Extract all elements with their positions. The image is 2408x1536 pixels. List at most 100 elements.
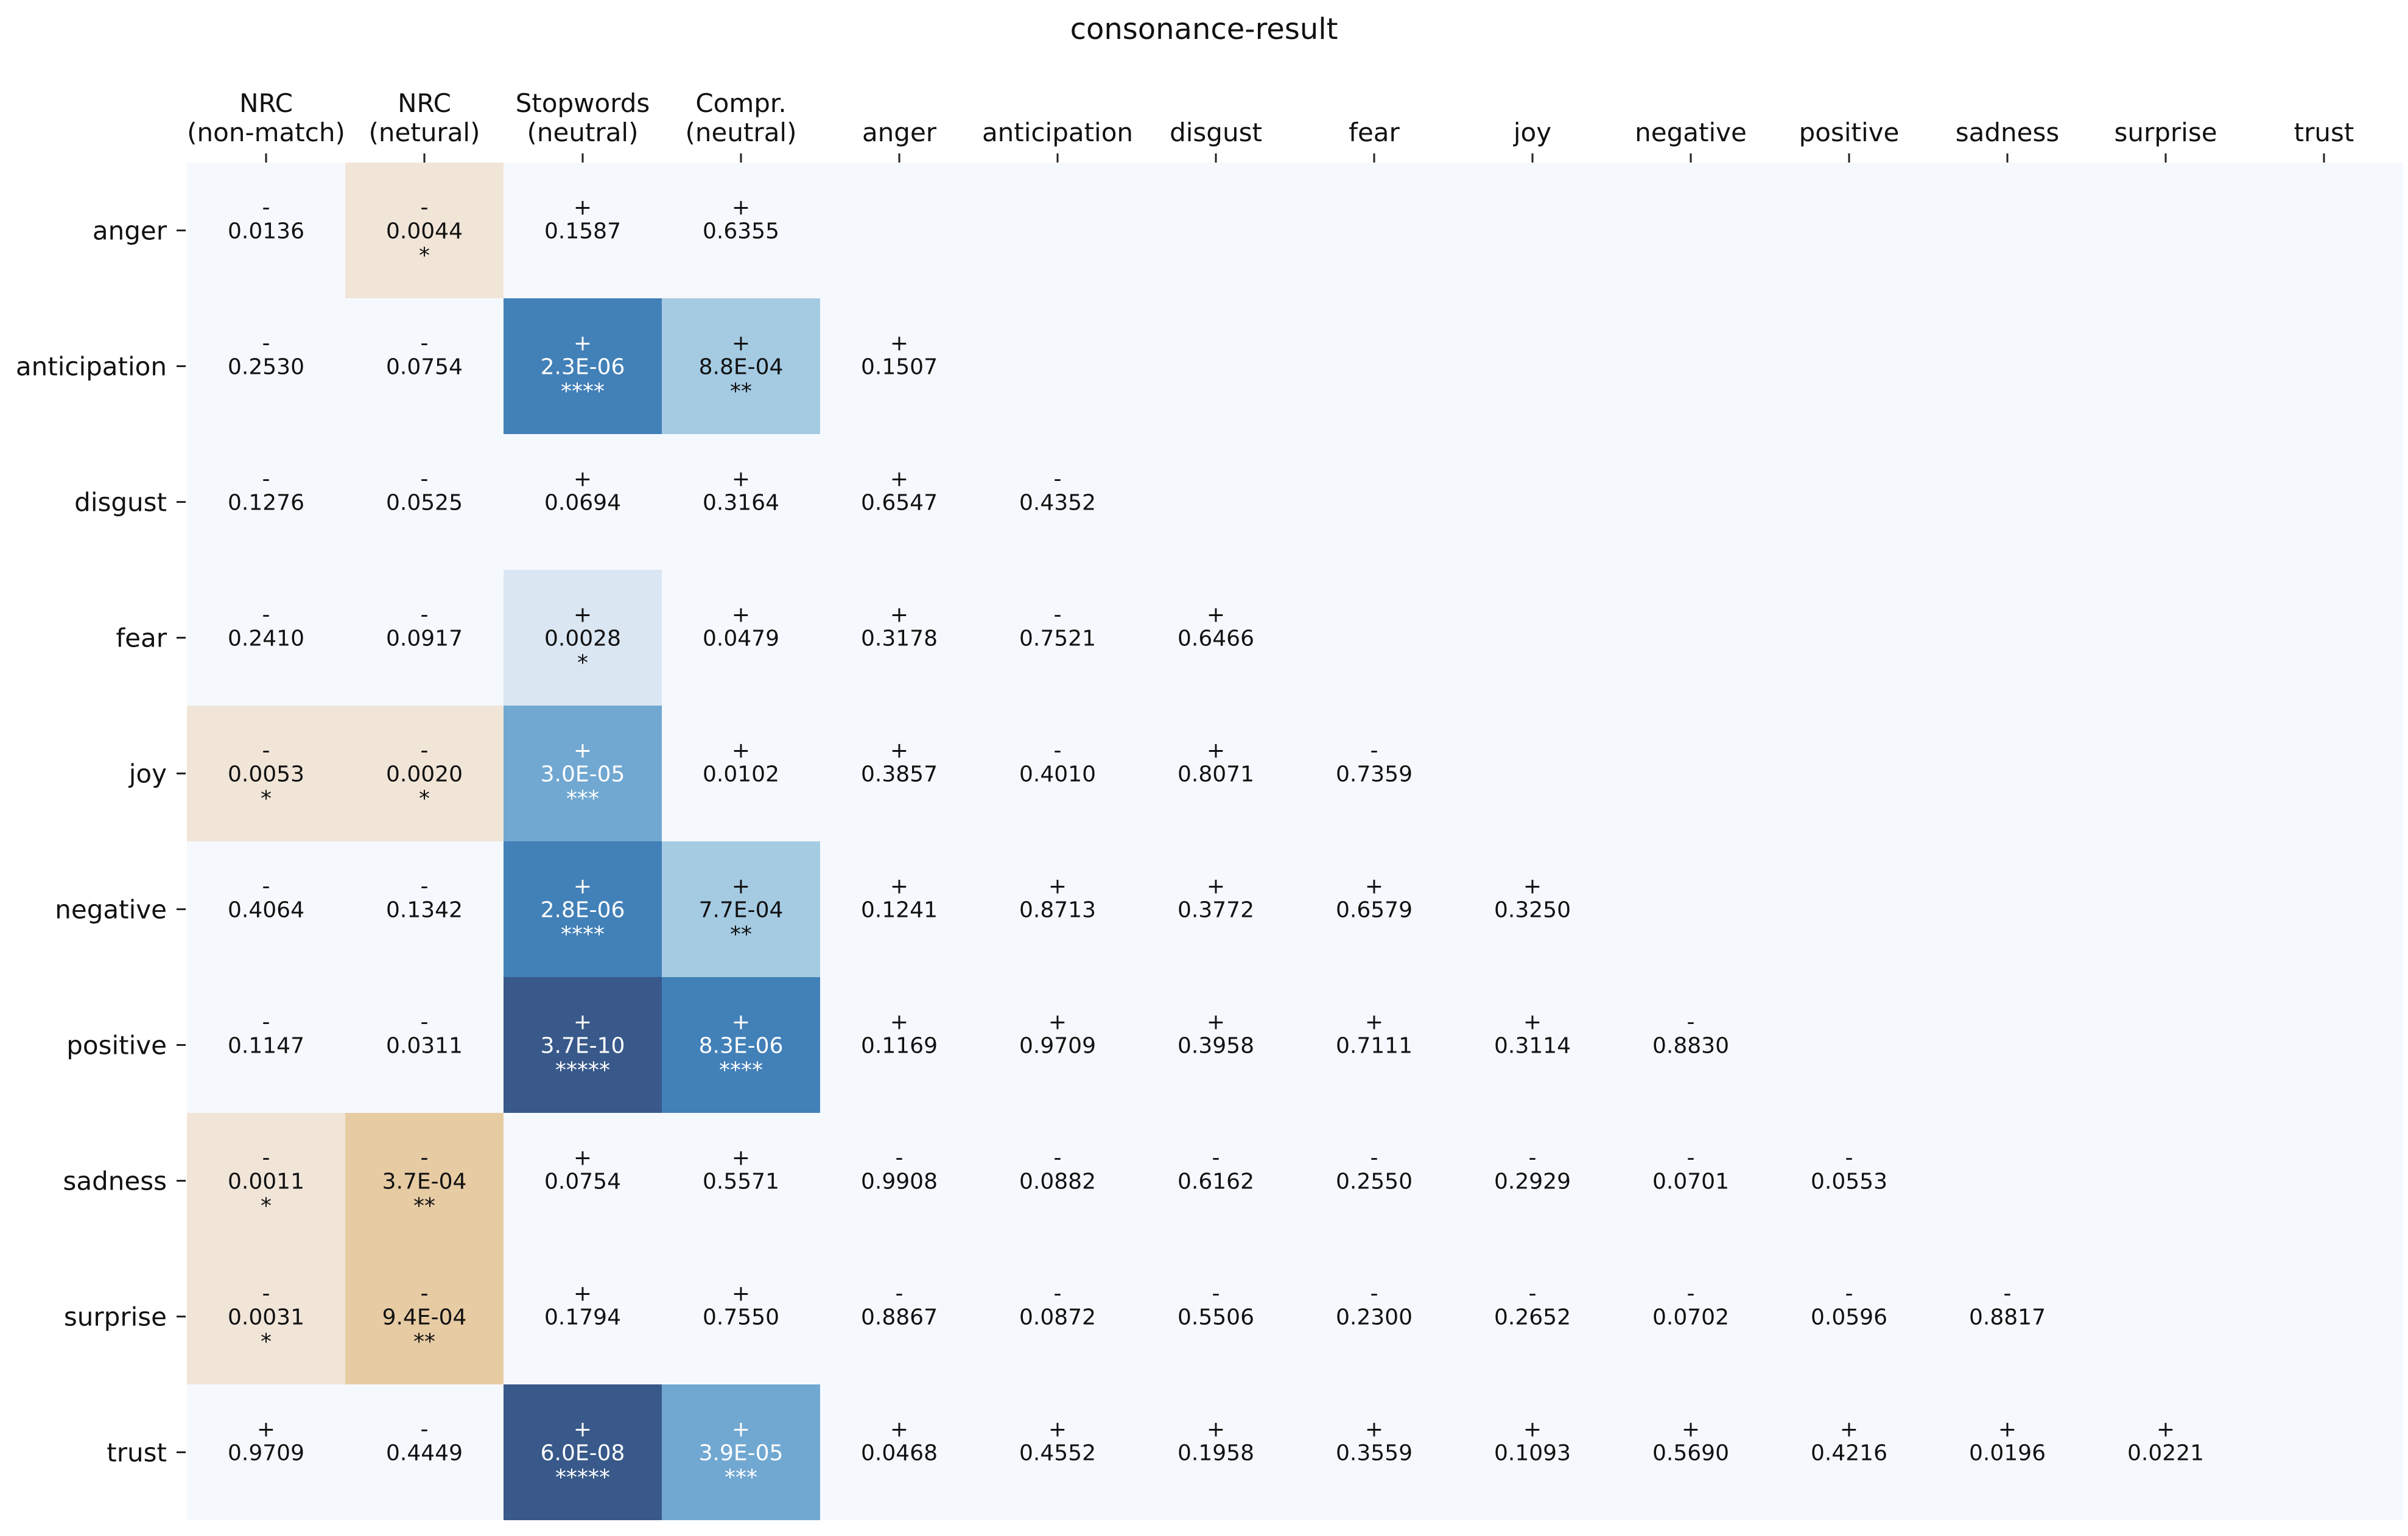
cell-sign: + (890, 603, 908, 628)
cell-sign: + (890, 467, 908, 492)
cell-sign: + (574, 1282, 592, 1306)
column-label: trust (2294, 117, 2354, 147)
cell-sign: - (1687, 1282, 1695, 1306)
cell-sign: + (732, 195, 750, 220)
cell-sign: + (890, 1010, 908, 1035)
cell-p-value: 3.0E-05 (541, 762, 625, 787)
row-label: anticipation (16, 352, 167, 382)
cell-p-value: 0.8830 (1652, 1034, 1729, 1059)
cell-sign: + (1998, 1417, 2017, 1442)
cell-sign: - (421, 603, 429, 628)
cell-significance: **** (561, 379, 605, 404)
cell-sign: - (1054, 1146, 1062, 1171)
cell-sign: + (732, 1010, 750, 1035)
column-label: joy (1513, 117, 1551, 147)
column-label: anger (862, 117, 937, 147)
cell-sign: - (421, 738, 429, 763)
heatmap-cell (345, 1113, 504, 1249)
cell-sign: - (1212, 1282, 1220, 1306)
cell-sign: + (257, 1417, 275, 1442)
cell-p-value: 0.1241 (861, 898, 938, 923)
row-label: surprise (64, 1302, 167, 1332)
cell-sign: - (1212, 1146, 1220, 1171)
cell-p-value: 0.0694 (544, 491, 621, 516)
cell-significance: ***** (555, 1465, 610, 1490)
column-label: Stopwords (neutral) (516, 88, 650, 147)
cell-sign: - (421, 1010, 429, 1035)
cell-sign: + (1365, 1010, 1383, 1035)
cell-p-value: 0.8867 (861, 1305, 938, 1330)
row-label: negative (55, 895, 167, 925)
cell-sign: + (732, 738, 750, 763)
cell-sign: - (262, 738, 270, 763)
cell-p-value: 0.4216 (1811, 1441, 1887, 1466)
heatmap-cell (662, 298, 820, 434)
cell-p-value: 3.7E-04 (382, 1170, 467, 1194)
cell-sign: + (1523, 1417, 1542, 1442)
cell-sign: + (574, 467, 592, 492)
cell-p-value: 0.7111 (1336, 1034, 1413, 1059)
cell-sign: + (732, 1282, 750, 1306)
cell-p-value: 0.8713 (1019, 898, 1096, 923)
heatmap-cell (187, 1249, 345, 1384)
cell-sign: - (421, 195, 429, 220)
cell-p-value: 0.7359 (1336, 762, 1413, 787)
cell-sign: + (1048, 1010, 1067, 1035)
cell-p-value: 0.6547 (861, 491, 938, 516)
cell-sign: + (890, 1417, 908, 1442)
cell-sign: + (1207, 1010, 1225, 1035)
cell-sign: + (1365, 874, 1383, 899)
cell-p-value: 2.3E-06 (541, 355, 625, 380)
cell-significance: ** (730, 379, 752, 404)
cell-p-value: 6.0E-08 (541, 1441, 625, 1466)
heatmap-cell (504, 298, 662, 434)
row-label: joy (128, 759, 167, 789)
cell-sign: + (1523, 1010, 1542, 1035)
cell-p-value: 7.7E-04 (699, 898, 784, 923)
cell-p-value: 0.1342 (386, 898, 463, 923)
heatmap-cell (662, 841, 820, 977)
cell-p-value: 9.4E-04 (382, 1305, 467, 1330)
cell-p-value: 0.2410 (228, 626, 304, 651)
cell-sign: + (890, 874, 908, 899)
cell-sign: - (262, 874, 270, 899)
cell-p-value: 0.4010 (1019, 762, 1096, 787)
cell-sign: + (2157, 1417, 2175, 1442)
cell-p-value: 0.0028 (544, 626, 621, 651)
cell-p-value: 0.8817 (1969, 1305, 2046, 1330)
row-label: disgust (74, 488, 167, 517)
cell-p-value: 2.8E-06 (541, 898, 625, 923)
cell-sign: - (1371, 738, 1378, 763)
cell-sign: - (262, 1146, 270, 1171)
cell-p-value: 0.8071 (1178, 762, 1254, 787)
heatmap-cell (345, 706, 504, 841)
cell-sign: + (1207, 1417, 1225, 1442)
cell-significance: * (419, 787, 430, 812)
cell-sign: + (732, 1417, 750, 1442)
cell-p-value: 0.9908 (861, 1170, 938, 1194)
cell-p-value: 0.5571 (703, 1170, 779, 1194)
cell-sign: - (421, 331, 429, 356)
cell-sign: + (574, 1010, 592, 1035)
column-label: surprise (2114, 117, 2217, 147)
cell-sign: + (1682, 1417, 1700, 1442)
cell-p-value: 0.7550 (703, 1305, 779, 1330)
cell-sign: - (1054, 1282, 1062, 1306)
cell-sign: - (1529, 1146, 1537, 1171)
cell-significance: * (261, 787, 272, 812)
cell-sign: - (421, 467, 429, 492)
cell-sign: - (262, 195, 270, 220)
cell-sign: - (896, 1282, 904, 1306)
column-label: negative (1635, 117, 1747, 147)
cell-p-value: 0.3164 (703, 491, 779, 516)
cell-p-value: 0.3857 (861, 762, 938, 787)
heatmap-cell (345, 163, 504, 298)
cell-significance: ** (413, 1330, 435, 1355)
cell-p-value: 0.0882 (1019, 1170, 1096, 1194)
cell-sign: + (1365, 1417, 1383, 1442)
column-label: sadness (1956, 117, 2060, 147)
cell-p-value: 0.0020 (386, 762, 463, 787)
cell-significance: **** (719, 1058, 763, 1083)
cell-p-value: 0.1958 (1178, 1441, 1254, 1466)
